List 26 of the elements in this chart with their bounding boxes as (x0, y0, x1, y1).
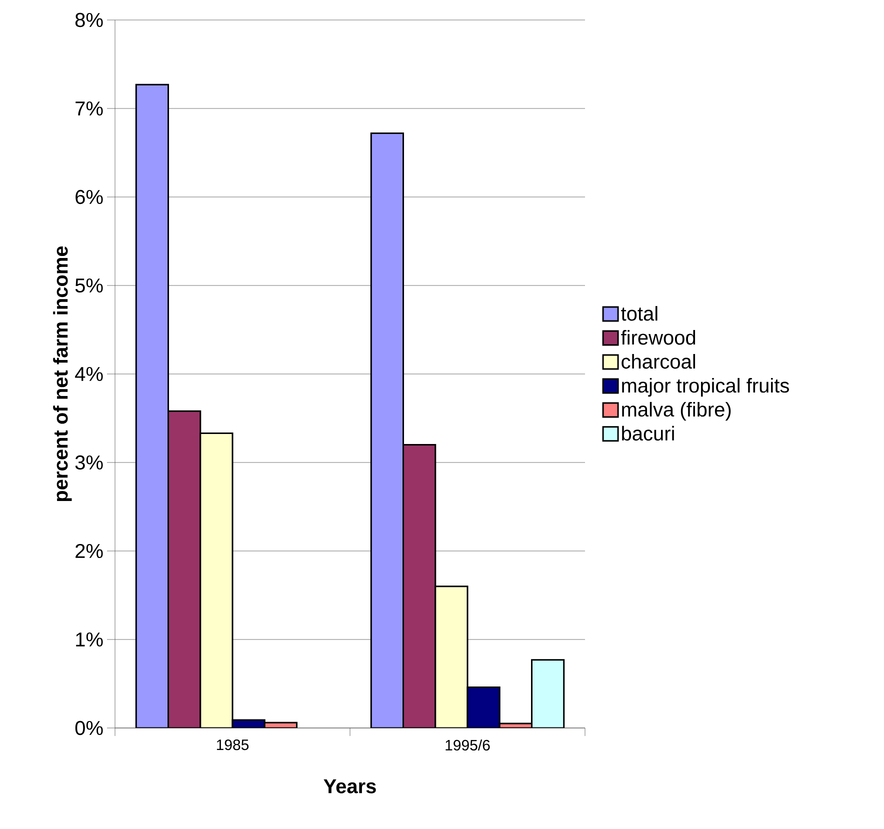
bar (168, 410, 202, 728)
y-tick-label: 2% (76, 544, 103, 558)
legend-label: firewood (621, 330, 696, 345)
bar (200, 432, 234, 728)
y-tick-label: 3% (75, 455, 103, 470)
bar (434, 586, 468, 728)
y-tick-label: 6% (76, 190, 103, 204)
y-axis-title: percent of net farm income (53, 246, 72, 502)
x-tick-label: 1985 (216, 740, 249, 750)
y-tick-label: 4% (75, 366, 103, 381)
x-tick-label: 1995/6 (446, 740, 490, 751)
bar (466, 686, 500, 728)
y-tick-label: 1% (76, 632, 103, 646)
legend-label: bacuri (622, 426, 674, 441)
legend-label: charcoal (622, 354, 696, 369)
bar (402, 444, 436, 728)
y-tick-label: 8% (75, 12, 103, 28)
bar (135, 84, 170, 728)
y-tick-label: 5% (75, 278, 103, 293)
legend-label: major tropical fruits (622, 378, 789, 397)
bar (370, 132, 404, 728)
x-axis-title: Years (324, 779, 376, 794)
y-tick-label: 7% (76, 101, 103, 116)
legend-label: malva (fibre) (622, 402, 731, 421)
y-tick-label: 0% (75, 720, 103, 736)
legend-label: total (621, 306, 658, 321)
